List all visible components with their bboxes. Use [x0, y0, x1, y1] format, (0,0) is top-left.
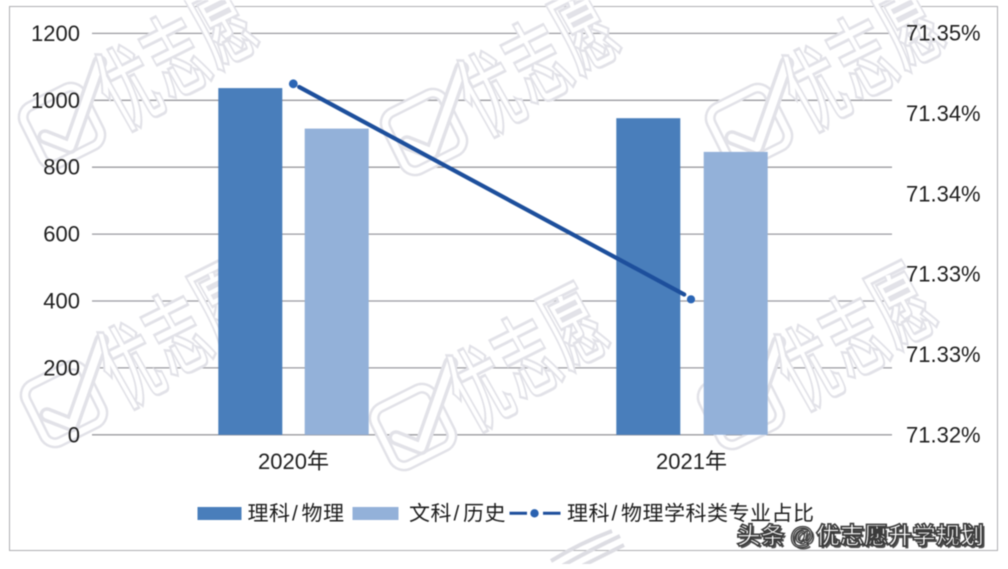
svg-text:2020: 2020 [258, 449, 307, 474]
svg-text:71.33%: 71.33% [906, 342, 981, 367]
svg-text:71.32%: 71.32% [906, 423, 981, 448]
svg-text:@: @ [790, 523, 813, 550]
svg-text:400: 400 [43, 289, 80, 314]
svg-text:800: 800 [43, 155, 80, 180]
svg-text:2021: 2021 [656, 449, 705, 474]
svg-text:71.34%: 71.34% [906, 181, 981, 206]
svg-text:200: 200 [43, 355, 80, 380]
svg-text:71.33%: 71.33% [906, 262, 981, 287]
svg-text:71.35%: 71.35% [906, 21, 981, 46]
svg-text:@: @ [792, 525, 815, 552]
svg-text:600: 600 [43, 222, 80, 247]
svg-text:/: / [612, 503, 618, 526]
svg-text:71.34%: 71.34% [906, 101, 981, 126]
svg-text:1000: 1000 [31, 88, 80, 113]
svg-text:/: / [454, 503, 460, 526]
svg-text:/: / [292, 503, 298, 526]
svg-text:0: 0 [68, 422, 80, 447]
svg-text:1200: 1200 [31, 21, 80, 46]
